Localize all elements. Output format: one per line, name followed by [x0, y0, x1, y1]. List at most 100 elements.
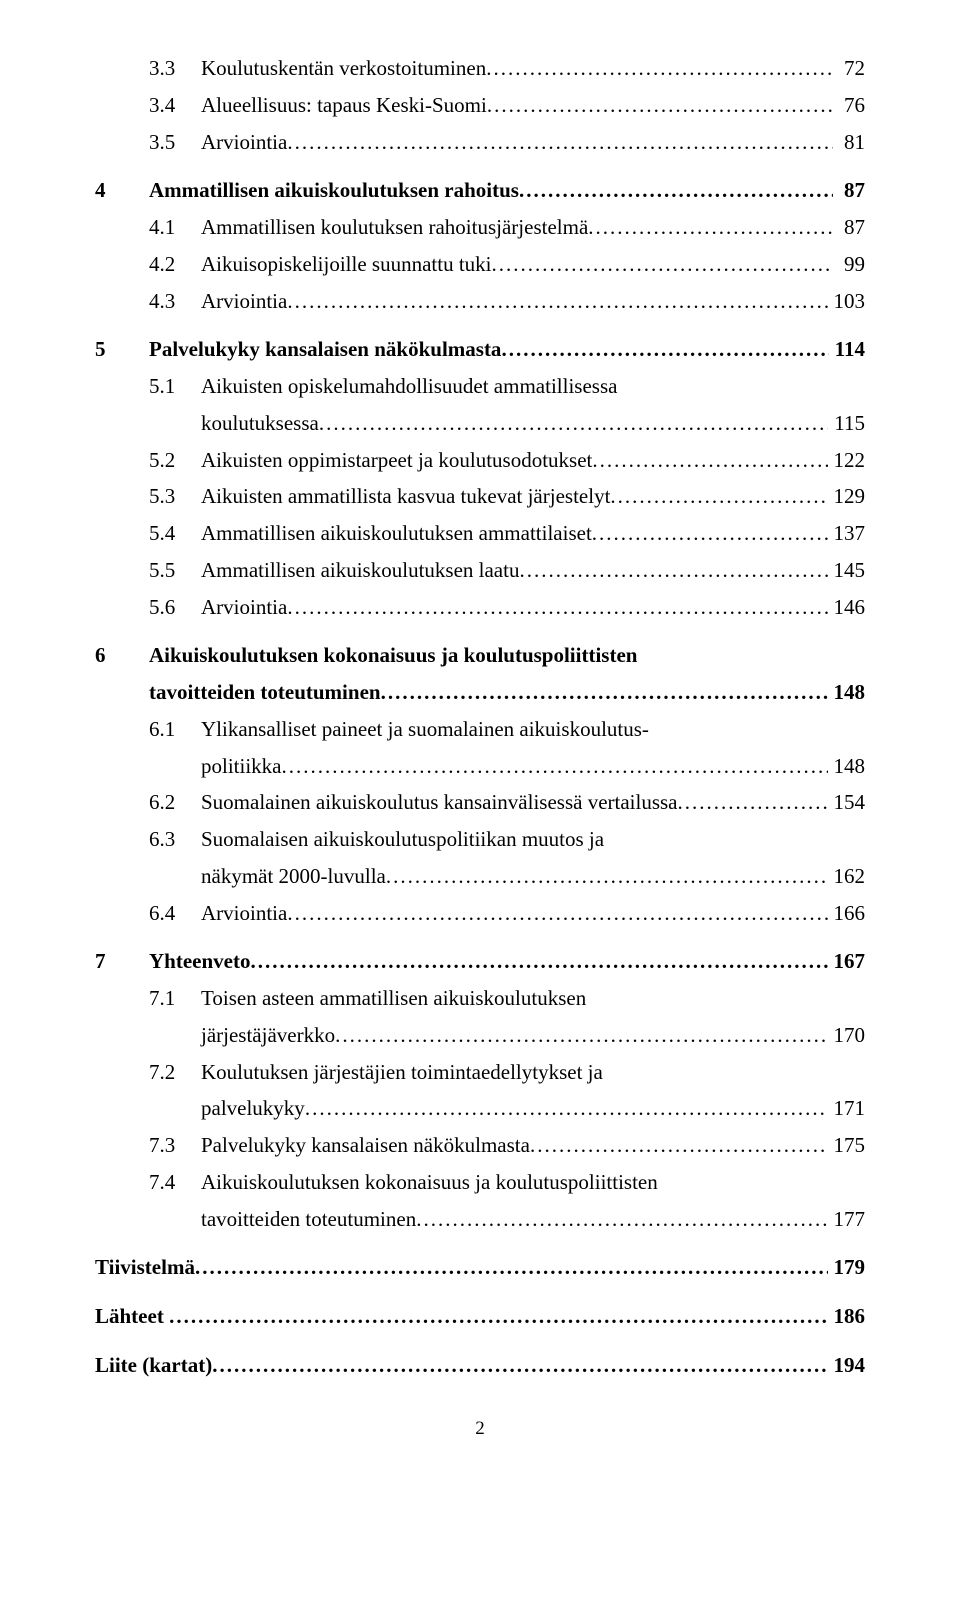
toc-leader-dots	[519, 552, 827, 589]
toc-entry-title: tavoitteiden toteutuminen	[201, 1201, 416, 1238]
toc-leader-dots	[487, 87, 833, 124]
toc-row: 5.2Aikuisten oppimistarpeet ja koulutuso…	[95, 442, 865, 479]
toc-row: 6.4Arviointia166	[95, 895, 865, 932]
toc-row: 4.2Aikuisopiskelijoille suunnattu tuki 9…	[95, 246, 865, 283]
toc-entry-title: Arviointia	[201, 895, 287, 932]
toc-entry-page: 76	[833, 87, 865, 124]
toc-leader-dots	[287, 895, 827, 932]
toc-entry-page: 87	[833, 172, 865, 209]
toc-entry-title: Suomalainen aikuiskoulutus kansainvälise…	[201, 784, 678, 821]
toc-row: näkymät 2000-luvulla 162	[95, 858, 865, 895]
toc-leader-dots	[335, 1017, 827, 1054]
toc-row: 5.5Ammatillisen aikuiskoulutuksen laatu1…	[95, 552, 865, 589]
toc-entry-number: 3.4	[149, 87, 201, 124]
toc-entry-number: 5.3	[149, 478, 201, 515]
toc-entry-title: Palvelukyky kansalaisen näkökulmasta	[201, 1127, 530, 1164]
toc-entry-title: Tiivistelmä	[95, 1249, 195, 1286]
toc-row: järjestäjäverkko170	[95, 1017, 865, 1054]
toc-entry-page: 72	[833, 50, 865, 87]
toc-row: Lähteet 186	[95, 1298, 865, 1335]
toc-entry-title: palvelukyky	[201, 1090, 305, 1127]
toc-leader-dots	[592, 442, 827, 479]
toc-entry-title: Aikuiskoulutuksen kokonaisuus ja koulutu…	[149, 637, 637, 674]
toc-entry-title: Yhteenveto	[149, 943, 250, 980]
toc-entry-number: 6	[95, 637, 149, 674]
toc-entry-title: Palvelukyky kansalaisen näkökulmasta	[149, 331, 501, 368]
toc-row: 4Ammatillisen aikuiskoulutuksen rahoitus…	[95, 172, 865, 209]
toc-leader-dots	[282, 748, 828, 785]
toc-leader-dots	[287, 124, 832, 161]
toc-entry-title: Aikuisopiskelijoille suunnattu tuki	[201, 246, 492, 283]
toc-entry-page: 154	[828, 784, 866, 821]
toc-leader-dots	[519, 172, 833, 209]
toc-entry-title: Ammatillisen aikuiskoulutuksen laatu	[201, 552, 519, 589]
toc-leader-dots	[381, 674, 828, 711]
toc-entry-number: 4.2	[149, 246, 201, 283]
toc-row: 7.2Koulutuksen järjestäjien toimintaedel…	[95, 1054, 865, 1091]
toc-entry-page: 162	[828, 858, 866, 895]
toc-leader-dots	[588, 209, 832, 246]
toc-entry-title: Alueellisuus: tapaus Keski-Suomi	[201, 87, 487, 124]
toc-entry-page: 146	[828, 589, 866, 626]
toc-row: 3.5Arviointia 81	[95, 124, 865, 161]
toc-entry-number: 6.4	[149, 895, 201, 932]
toc-entry-number: 6.1	[149, 711, 201, 748]
toc-row: 3.3Koulutuskentän verkostoituminen 72	[95, 50, 865, 87]
toc-entry-page: 115	[828, 405, 865, 442]
toc-entry-page: 177	[828, 1201, 866, 1238]
toc-leader-dots	[530, 1127, 828, 1164]
toc-entry-number: 7.3	[149, 1127, 201, 1164]
toc-row: 6Aikuiskoulutuksen kokonaisuus ja koulut…	[95, 637, 865, 674]
toc-entry-page: 148	[828, 674, 866, 711]
toc-entry-page: 103	[828, 283, 866, 320]
toc-entry-page: 171	[828, 1090, 866, 1127]
toc-leader-dots	[287, 283, 827, 320]
toc-row: 4.1Ammatillisen koulutuksen rahoitusjärj…	[95, 209, 865, 246]
toc-row: tavoitteiden toteutuminen 177	[95, 1201, 865, 1238]
toc-entry-number: 5.2	[149, 442, 201, 479]
toc-entry-page: 145	[828, 552, 866, 589]
toc-entry-page: 170	[828, 1017, 866, 1054]
toc-entry-title: näkymät 2000-luvulla	[201, 858, 386, 895]
toc-leader-dots	[319, 405, 828, 442]
toc-row: 5.6Arviointia146	[95, 589, 865, 626]
toc-row: 7.4Aikuiskoulutuksen kokonaisuus ja koul…	[95, 1164, 865, 1201]
toc-entry-page: 137	[828, 515, 866, 552]
toc-row: 5Palvelukyky kansalaisen näkökulmasta 114	[95, 331, 865, 368]
toc-entry-title: koulutuksessa	[201, 405, 319, 442]
toc-leader-dots	[250, 943, 827, 980]
toc-entry-title: tavoitteiden toteutuminen	[149, 674, 381, 711]
toc-entry-number: 6.3	[149, 821, 201, 858]
toc-entry-title: Koulutuskentän verkostoituminen	[201, 50, 486, 87]
toc-entry-title: Suomalaisen aikuiskoulutuspolitiikan muu…	[201, 821, 604, 858]
toc-entry-title: politiikka	[201, 748, 282, 785]
toc-row: Tiivistelmä179	[95, 1249, 865, 1286]
toc-entry-number: 7.2	[149, 1054, 201, 1091]
toc-row: Liite (kartat)194	[95, 1347, 865, 1384]
toc-entry-title: Aikuisten ammatillista kasvua tukevat jä…	[201, 478, 610, 515]
toc-entry-title: Aikuiskoulutuksen kokonaisuus ja koulutu…	[201, 1164, 658, 1201]
toc-leader-dots	[486, 50, 833, 87]
toc-leader-dots	[610, 478, 827, 515]
toc-entry-number: 5	[95, 331, 149, 368]
toc-leader-dots	[305, 1090, 828, 1127]
toc-row: 6.1Ylikansalliset paineet ja suomalainen…	[95, 711, 865, 748]
toc-row: 6.3Suomalaisen aikuiskoulutuspolitiikan …	[95, 821, 865, 858]
toc-entry-title: Koulutuksen järjestäjien toimintaedellyt…	[201, 1054, 603, 1091]
toc-row: politiikka 148	[95, 748, 865, 785]
toc-entry-title: Ammatillisen aikuiskoulutuksen rahoitus	[149, 172, 519, 209]
toc-entry-page: 148	[828, 748, 866, 785]
toc-entry-number: 5.4	[149, 515, 201, 552]
toc-entry-title: Aikuisten opiskelumahdollisuudet ammatil…	[201, 368, 617, 405]
toc-entry-number: 5.6	[149, 589, 201, 626]
toc-entry-page: 87	[833, 209, 865, 246]
toc-entry-page: 122	[828, 442, 866, 479]
toc-row: 3.4Alueellisuus: tapaus Keski-Suomi 76	[95, 87, 865, 124]
toc-leader-dots	[416, 1201, 827, 1238]
toc-entry-page: 114	[829, 331, 865, 368]
toc-entry-number: 7.4	[149, 1164, 201, 1201]
toc-entry-page: 175	[828, 1127, 866, 1164]
toc-entry-page: 99	[833, 246, 865, 283]
toc-row: tavoitteiden toteutuminen 148	[95, 674, 865, 711]
toc-row: 5.3Aikuisten ammatillista kasvua tukevat…	[95, 478, 865, 515]
